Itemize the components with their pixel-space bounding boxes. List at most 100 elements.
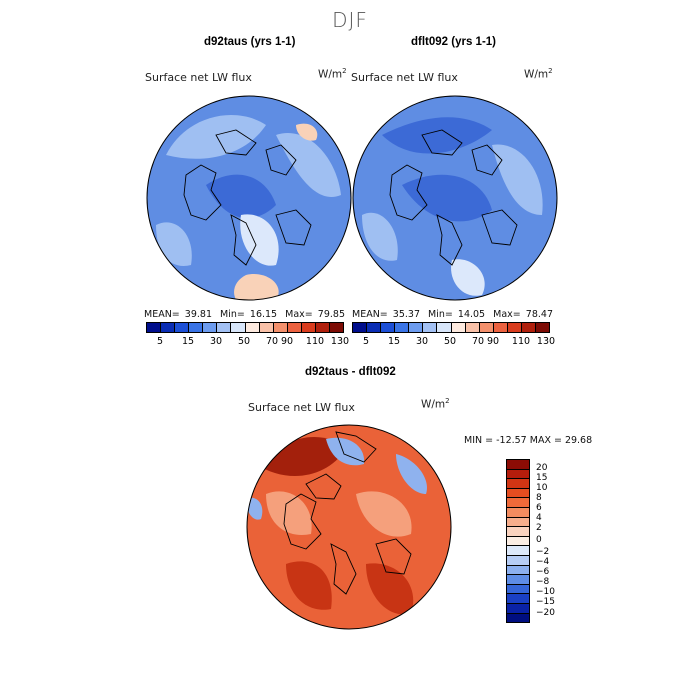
panel1-stats: MEAN= 39.81 Min= 16.15 Max= 79.85 (144, 309, 345, 320)
panel1-field-warm-south (234, 274, 279, 300)
colorbar-tick: 4 (536, 513, 542, 523)
colorbar-swatch (536, 323, 550, 332)
colorbar-swatch (259, 323, 274, 332)
colorbar-tick: 15 (181, 336, 195, 347)
diff-field-blue-east (396, 454, 427, 494)
diff-field-light-east (356, 491, 412, 537)
panel1-field-pale-south (240, 214, 279, 266)
panel1-coastlines (183, 129, 312, 266)
panel2-field-light-west (362, 212, 398, 261)
colorbar-tick: 15 (387, 336, 401, 347)
diff-polar-map (246, 424, 452, 630)
season-title: DJF (332, 8, 368, 32)
diff-field-light-west (266, 491, 312, 535)
diff-minmax: MIN = -12.57 MAX = 29.68 (464, 435, 593, 446)
colorbar-swatch (507, 565, 529, 576)
colorbar-tick: −6 (536, 567, 550, 577)
colorbar-swatch (507, 479, 529, 489)
colorbar-tick: 130 (330, 336, 350, 347)
colorbar-swatch (507, 594, 529, 604)
colorbar-swatch (507, 460, 529, 470)
panel2-coastlines (389, 129, 518, 266)
colorbar-swatch (507, 575, 529, 585)
colorbar-tick: 0 (536, 535, 542, 545)
colorbar-tick: 50 (443, 336, 457, 347)
colorbar-swatch (507, 498, 529, 508)
colorbar-swatch (465, 323, 480, 332)
colorbar-swatch (175, 323, 190, 332)
colorbar-swatch (147, 323, 162, 332)
colorbar-swatch (423, 323, 438, 332)
diff-field-dark-southwest (286, 561, 332, 610)
colorbar-swatch (437, 323, 452, 332)
colorbar-tick: −2 (536, 547, 550, 557)
diff-field-deep-north (256, 437, 346, 476)
panel1-units: W/m2 (318, 67, 347, 81)
colorbar-swatch (315, 323, 331, 332)
colorbar-swatch (479, 323, 494, 332)
panel1-field-warm-spot (296, 123, 318, 141)
colorbar-swatch (395, 323, 410, 332)
colorbar-tick: 110 (511, 336, 531, 347)
colorbar-tick: 110 (305, 336, 325, 347)
panel1-field-dark-center (206, 174, 276, 219)
panel1-polar-map (146, 95, 352, 301)
colorbar-tick: −10 (536, 587, 555, 597)
colorbar-swatch (203, 323, 218, 332)
diff-title: d92taus - dflt092 (305, 366, 396, 378)
colorbar-swatch (493, 323, 508, 332)
colorbar-swatch (507, 603, 529, 614)
panel1-field-light-north (166, 115, 266, 159)
diff-colorbar (506, 459, 530, 623)
colorbar-swatch (507, 536, 529, 547)
panel2-title: dflt092 (yrs 1-1) (411, 36, 497, 48)
panel1-variable-label: Surface net LW flux (145, 71, 252, 84)
colorbar-swatch (521, 323, 537, 332)
colorbar-swatch (161, 323, 176, 332)
colorbar-swatch (507, 517, 529, 528)
colorbar-tick: 130 (536, 336, 556, 347)
colorbar-tick: 8 (536, 493, 542, 503)
colorbar-tick: 50 (237, 336, 251, 347)
colorbar-swatch (507, 323, 522, 332)
colorbar-swatch (451, 323, 466, 332)
panel2-field-dark-center (402, 174, 492, 222)
panel1-field-light-east (276, 133, 341, 197)
colorbar-swatch (507, 527, 529, 537)
panel2-field-dark-north (382, 117, 492, 154)
colorbar-swatch (507, 507, 529, 518)
colorbar-tick: 90 (280, 336, 294, 347)
colorbar-swatch (381, 323, 396, 332)
colorbar-tick: 5 (156, 336, 164, 347)
panel2-colorbar (352, 322, 550, 333)
colorbar-tick: 70 (265, 336, 279, 347)
colorbar-swatch (367, 323, 382, 332)
colorbar-tick: 6 (536, 503, 542, 513)
colorbar-tick: −15 (536, 597, 555, 607)
panel1-colorbar (146, 322, 344, 333)
colorbar-swatch (409, 323, 424, 332)
colorbar-swatch (301, 323, 316, 332)
colorbar-swatch (245, 323, 260, 332)
colorbar-swatch (273, 323, 288, 332)
panel2-colorbar-labels: 5 15 30 50 70 90 110 130 (352, 336, 555, 350)
panel2-stats: MEAN= 35.37 Min= 14.05 Max= 78.47 (352, 309, 553, 320)
panel2-field-light-east (492, 144, 543, 215)
colorbar-tick: 30 (209, 336, 223, 347)
colorbar-tick: 90 (486, 336, 500, 347)
panel2-polar-map (352, 95, 558, 301)
colorbar-swatch (353, 323, 368, 332)
panel2-field-pale-south (451, 259, 485, 296)
colorbar-swatch (287, 323, 302, 332)
colorbar-swatch (507, 469, 529, 480)
panel1-colorbar-labels: 5 15 30 50 70 90 110 130 (146, 336, 349, 350)
diff-coastlines (283, 431, 412, 595)
colorbar-tick: 10 (536, 483, 548, 493)
panel2-units: W/m2 (524, 67, 553, 81)
diff-units: W/m2 (421, 397, 450, 411)
colorbar-tick: −4 (536, 557, 550, 567)
colorbar-swatch (231, 323, 246, 332)
colorbar-swatch (330, 323, 344, 332)
colorbar-tick: 70 (471, 336, 485, 347)
panel1-title: d92taus (yrs 1-1) (204, 36, 296, 48)
